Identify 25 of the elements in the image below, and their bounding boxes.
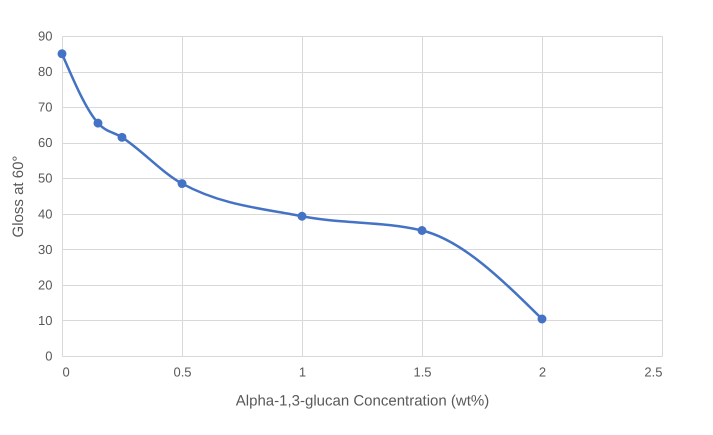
y-tick-label: 70 [38, 100, 52, 115]
point [118, 132, 126, 142]
point [58, 49, 66, 58]
x-tick-label: 1.5 [413, 364, 432, 380]
y-tick-label: 30 [38, 242, 52, 257]
point [178, 179, 186, 188]
y-tick-label: 0 [45, 348, 52, 364]
point [418, 226, 426, 235]
x-tick-label: 0.5 [173, 364, 192, 380]
y-tick-label: 80 [38, 64, 52, 80]
x-tick-label: 2.5 [644, 364, 662, 380]
y-tick-label: 40 [38, 206, 52, 222]
y-tick-label: 20 [38, 277, 52, 292]
x-axis-title: Alpha-1,3-glucan Concentration (wt%) [236, 392, 490, 410]
x-tick-label: 1 [298, 364, 306, 380]
y-tick-label: 60 [38, 135, 52, 150]
x-tick-label: 0 [62, 364, 70, 380]
point [298, 212, 306, 221]
point [538, 314, 546, 324]
y-axis-title: Gloss at 60° [10, 156, 28, 238]
x-tick-label: 2 [538, 364, 546, 380]
y-tick-label: 10 [38, 312, 52, 328]
y-tick-label: 90 [38, 28, 52, 44]
point [94, 118, 102, 128]
y-tick-label: 50 [38, 170, 52, 186]
